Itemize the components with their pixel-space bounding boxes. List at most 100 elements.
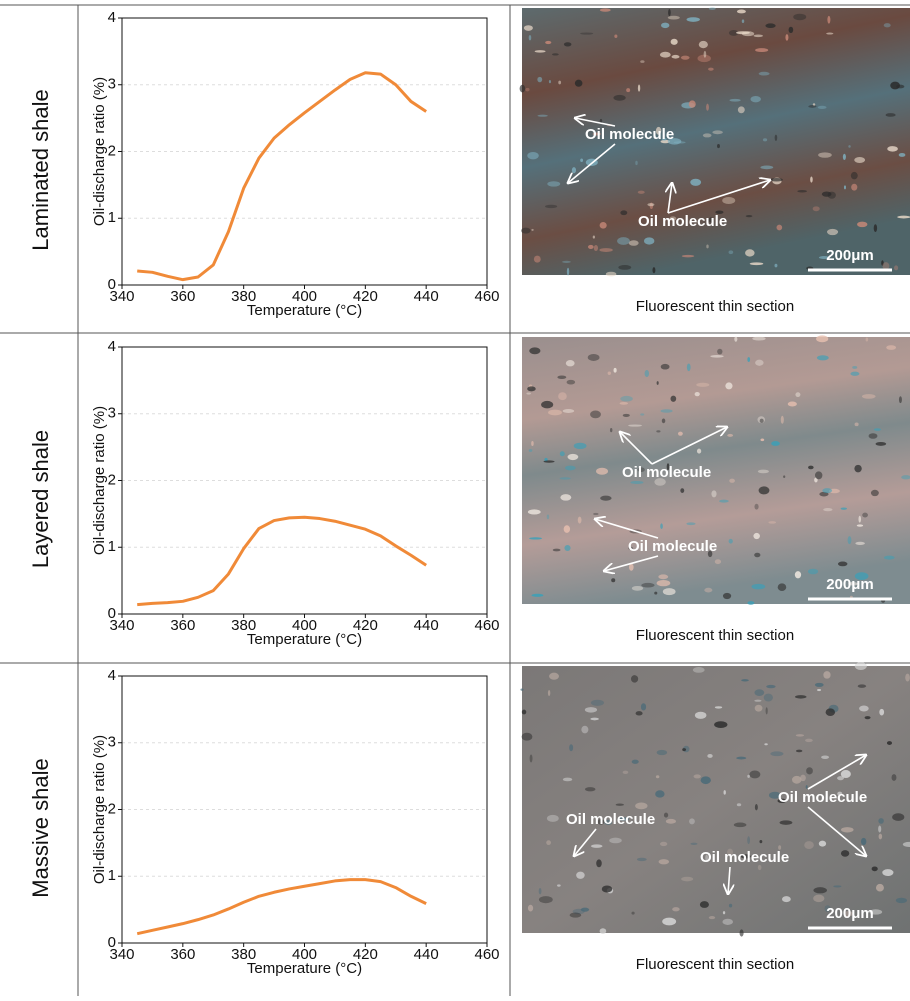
image-speck (757, 864, 762, 871)
plot-frame (121, 17, 488, 286)
x-tick-label: 360 (170, 946, 195, 963)
image-speck (698, 40, 708, 49)
image-speck (779, 820, 793, 825)
image-speck (879, 708, 885, 716)
image-speck (590, 844, 603, 848)
image-speck (569, 744, 574, 752)
image-speck (573, 442, 587, 449)
annotation-arrow (604, 555, 659, 571)
image-speck (622, 770, 629, 774)
thin-section-image (522, 335, 910, 605)
image-speck (752, 336, 766, 341)
image-speck (615, 803, 624, 806)
image-background (522, 8, 910, 275)
image-speck (688, 100, 696, 108)
image-speck (643, 237, 655, 245)
image-speck (654, 591, 658, 595)
annotation: Oil molecule (700, 849, 789, 866)
image-speck (637, 190, 645, 194)
image-speck (765, 707, 768, 715)
image-speck (538, 896, 553, 904)
image-speck (564, 465, 576, 471)
image-speck (537, 76, 543, 83)
image-speck (747, 836, 751, 845)
y-tick-label: 1 (108, 867, 116, 884)
image-speck (725, 382, 733, 390)
x-tick-label: 380 (231, 617, 256, 634)
image-speck (622, 413, 630, 417)
scale-bar-label: 200μm (826, 247, 874, 264)
image-speck (708, 217, 714, 223)
image-speck (895, 897, 908, 904)
image-speck (755, 48, 769, 53)
image-speck (854, 464, 862, 473)
image-speck (862, 512, 868, 518)
image-speck (878, 833, 883, 840)
image-speck (821, 755, 830, 759)
image-speck (521, 709, 527, 715)
image-speck (559, 477, 571, 480)
image-speck (663, 812, 669, 818)
image-speck (605, 271, 617, 277)
image-speck (660, 363, 670, 370)
image-speck (875, 441, 887, 446)
image-speck (710, 354, 724, 358)
image-speck (754, 503, 759, 510)
image-speck (891, 774, 897, 781)
image-speck (635, 711, 643, 716)
annotation-arrow (575, 118, 616, 127)
image-speck (842, 153, 846, 161)
annotation: Oil molecule (585, 126, 674, 143)
image-speck (740, 854, 751, 859)
image-speck (552, 548, 561, 552)
image-speck (770, 751, 784, 757)
image-speck (788, 26, 794, 33)
image-speck (754, 689, 765, 697)
image-speck (753, 34, 763, 38)
image-speck (644, 369, 650, 377)
image-speck (805, 738, 813, 743)
image-speck (733, 822, 747, 828)
image-speck (787, 401, 797, 407)
y-tick-label: 3 (108, 76, 116, 93)
image-speck (669, 216, 677, 221)
image-speck (670, 395, 677, 402)
image-speck (852, 365, 858, 369)
image-speck (548, 409, 562, 416)
image-speck (707, 550, 713, 558)
image-speck (747, 357, 751, 363)
annotation: Oil molecule (638, 213, 727, 230)
image-speck (717, 348, 723, 355)
image-speck (686, 522, 696, 526)
image-speck (640, 413, 645, 416)
image-speck (837, 561, 848, 567)
image-speck (681, 254, 695, 258)
y-tick-label: 1 (108, 209, 116, 226)
image-speck (596, 859, 602, 868)
image-speck (833, 885, 842, 888)
image-speck (528, 449, 533, 452)
image-speck (714, 721, 728, 729)
image-speck (662, 917, 677, 926)
image-speck (655, 790, 665, 798)
image-speck (680, 55, 690, 60)
image-speck (631, 911, 635, 915)
image-speck (818, 840, 827, 847)
x-tick-label: 400 (292, 946, 317, 963)
image-speck (875, 883, 884, 892)
y-tick-label: 4 (108, 667, 116, 684)
image-speck (641, 582, 655, 588)
image-speck (597, 818, 605, 825)
image-speck (780, 415, 784, 424)
image-speck (611, 578, 616, 583)
image-speck (760, 438, 765, 442)
y-axis-label: Oil-discharge ratio (%) (91, 77, 108, 226)
image-speck (741, 679, 749, 682)
image-speck (840, 770, 851, 778)
y-tick-label: 2 (108, 142, 116, 159)
image-speck (574, 79, 583, 87)
image-speck (825, 708, 836, 717)
image-speck (795, 749, 803, 753)
image-speck (774, 134, 778, 141)
image-speck (580, 907, 590, 912)
